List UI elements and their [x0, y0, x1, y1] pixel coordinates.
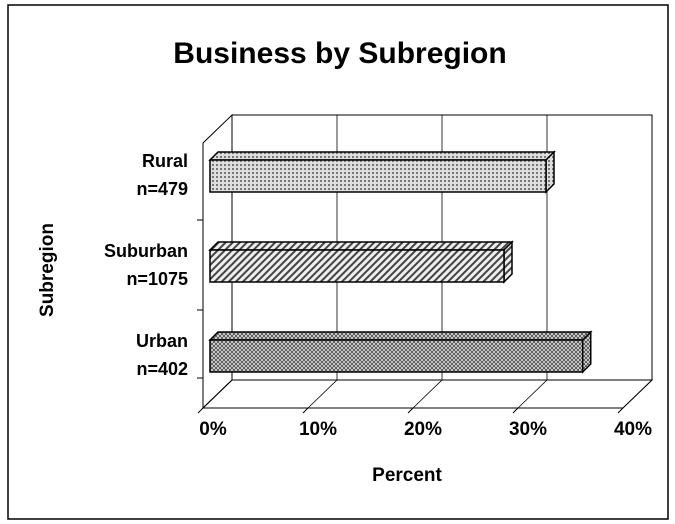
x-tick	[617, 407, 624, 414]
bar-side	[582, 330, 592, 374]
x-tick-label: 10%	[299, 419, 337, 440]
floor-grid-line	[202, 379, 233, 409]
x-axis-title: Percent	[372, 465, 442, 486]
floor-grid-line	[622, 379, 653, 409]
x-tick	[302, 407, 309, 414]
bar	[208, 240, 514, 284]
floor-grid-line	[412, 379, 443, 409]
y-axis-title: Subregion	[37, 223, 58, 317]
category-note: n=1075	[126, 269, 188, 289]
x-tick-label: 0%	[199, 419, 227, 440]
floor-grid-line	[307, 379, 338, 409]
bar-front	[209, 249, 505, 283]
category-note: n=402	[136, 359, 188, 379]
chart-border	[7, 4, 669, 520]
floor-grid-line	[517, 379, 548, 409]
bar-front	[209, 159, 547, 193]
bar-top	[208, 151, 556, 161]
x-tick	[407, 407, 414, 414]
bar-front	[209, 339, 584, 373]
x-tick-label: 40%	[614, 419, 652, 440]
bar-top	[208, 331, 593, 341]
x-tick-label: 30%	[509, 419, 547, 440]
bar	[208, 150, 556, 194]
bar-side	[503, 240, 513, 284]
x-tick	[197, 407, 204, 414]
category-label: Rural	[142, 151, 188, 171]
x-tick	[512, 407, 519, 414]
category-label: Urban	[136, 331, 188, 351]
chart-title: Business by Subregion	[173, 37, 506, 70]
bar	[208, 330, 593, 374]
x-tick-label: 20%	[404, 419, 442, 440]
category-note: n=479	[136, 179, 188, 199]
category-label: Suburban	[104, 241, 188, 261]
bar-side	[545, 150, 555, 194]
bar-top	[208, 241, 514, 251]
